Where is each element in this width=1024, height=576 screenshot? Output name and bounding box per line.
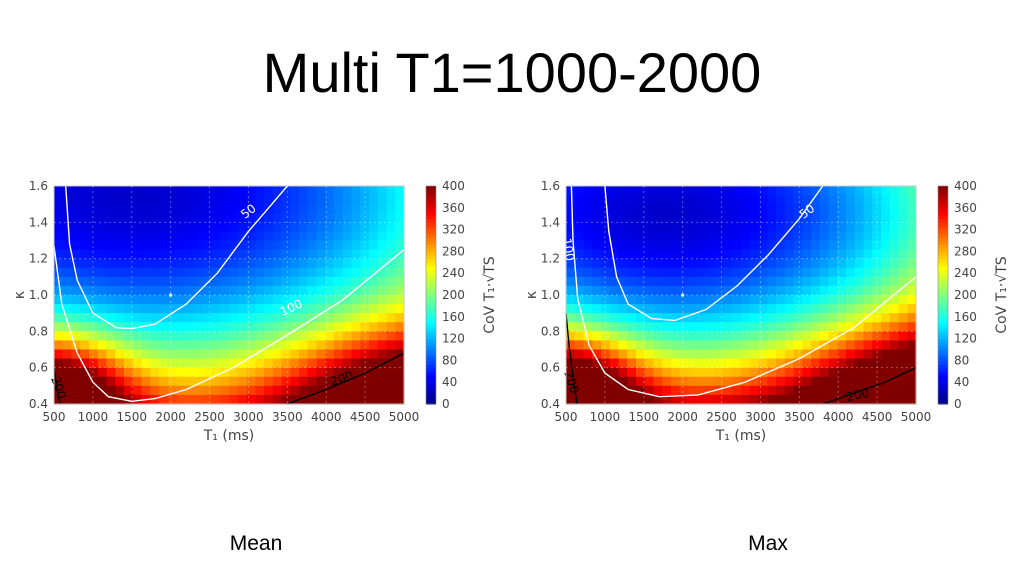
y-tick-label: 0.4: [541, 397, 560, 411]
colorbar-tick-label: 160: [442, 310, 465, 324]
x-tick-label: 1000: [590, 410, 621, 424]
colorbar-tick-label: 360: [442, 201, 465, 215]
contour-line-50: [604, 185, 824, 322]
contour-label: 200: [329, 368, 355, 388]
caption-mean: Mean: [229, 532, 283, 555]
y-axis-label: κ: [12, 291, 28, 299]
contour-line-200: [287, 352, 405, 405]
colorbar-tick-label: 360: [954, 201, 977, 215]
y-tick-label: 1.6: [29, 179, 48, 193]
plot-frame: [565, 185, 917, 405]
contour-line-200: [53, 367, 61, 405]
colorbar-tick-label: 120: [954, 332, 977, 346]
marker-point: [169, 293, 173, 297]
plot-frame: [53, 185, 405, 405]
y-tick-label: 1.0: [541, 288, 560, 302]
colorbar-tick-label: 80: [442, 353, 457, 367]
x-tick-label: 5000: [901, 410, 932, 424]
colorbar-tick-label: 40: [954, 375, 969, 389]
heatmap-field: [566, 186, 917, 405]
colorbar-tick-label: 280: [442, 244, 465, 258]
colorbar-tick-label: 280: [954, 244, 977, 258]
contour-label: 100: [559, 237, 577, 262]
colorbar-tick-label: 80: [954, 353, 969, 367]
x-axis-label: T₁ (ms): [203, 428, 254, 444]
x-tick-label: 4500: [350, 410, 381, 424]
chart-panel-mean: 50 100 200 200 500 1000 1500 2000 2500 3000 3500 40…: [6, 172, 506, 452]
x-tick-label: 2500: [194, 410, 225, 424]
colorbar-tick-label: 200: [954, 288, 977, 302]
x-tick-label: 3500: [784, 410, 815, 424]
y-axis-label: κ: [524, 291, 540, 299]
caption-max: Max: [748, 532, 788, 555]
chart-panel-max: 50 100 200 200 500 1000 1500 2000 2500 3000 3500 40…: [518, 172, 1018, 452]
colorbar-tick-label: 400: [442, 179, 465, 193]
colorbar-tick-label: 320: [442, 223, 465, 237]
marker-point: [681, 293, 685, 297]
x-tick-label: 3000: [233, 410, 264, 424]
y-tick-label: 0.4: [29, 397, 48, 411]
y-tick-label: 1.6: [541, 179, 560, 193]
contour-line-100: [570, 185, 917, 398]
heatmap-field: [54, 186, 405, 405]
y-tick-label: 1.4: [541, 215, 560, 229]
y-tick-label: 1.4: [29, 215, 48, 229]
x-tick-label: 2000: [667, 410, 698, 424]
colorbar-tick-label: 240: [442, 266, 465, 280]
x-tick-label: 2000: [155, 410, 186, 424]
colorbar-tick-label: 400: [954, 179, 977, 193]
x-tick-label: 3000: [745, 410, 776, 424]
slide-title: Multi T1=1000-2000: [262, 41, 762, 104]
x-tick-label: 1000: [78, 410, 109, 424]
colorbar: [937, 185, 949, 405]
colorbar-label: CoV T₁·√TS: [994, 256, 1010, 333]
colorbar-tick-label: 200: [442, 288, 465, 302]
y-tick-label: 0.8: [29, 324, 48, 338]
x-tick-label: 4000: [311, 410, 342, 424]
contour-line-200: [822, 367, 917, 405]
y-tick-label: 1.0: [29, 288, 48, 302]
colorbar: [425, 185, 437, 405]
colorbar-label: CoV T₁·√TS: [482, 256, 498, 333]
x-tick-label: 500: [43, 410, 66, 424]
x-axis-label: T₁ (ms): [715, 428, 766, 444]
contour-line-100: [53, 245, 405, 403]
x-tick-label: 4000: [823, 410, 854, 424]
colorbar-tick-label: 240: [954, 266, 977, 280]
y-tick-label: 0.8: [541, 324, 560, 338]
x-tick-label: 2500: [706, 410, 737, 424]
x-tick-label: 1500: [629, 410, 660, 424]
y-tick-label: 0.6: [29, 361, 48, 375]
x-tick-label: 1500: [117, 410, 148, 424]
colorbar-tick-label: 0: [442, 397, 450, 411]
colorbar-tick-label: 40: [442, 375, 457, 389]
colorbar-tick-label: 320: [954, 223, 977, 237]
y-tick-label: 0.6: [541, 361, 560, 375]
x-tick-label: 3500: [272, 410, 303, 424]
y-tick-label: 1.2: [29, 252, 48, 266]
colorbar-tick-label: 120: [442, 332, 465, 346]
y-tick-label: 1.2: [541, 252, 560, 266]
contour-label: 200: [845, 386, 870, 404]
contour-line-50: [65, 185, 288, 330]
contour-line-200: [565, 313, 578, 405]
x-tick-label: 500: [555, 410, 578, 424]
colorbar-tick-label: 0: [954, 397, 962, 411]
colorbar-tick-label: 160: [954, 310, 977, 324]
x-tick-label: 4500: [862, 410, 893, 424]
x-tick-label: 5000: [389, 410, 420, 424]
